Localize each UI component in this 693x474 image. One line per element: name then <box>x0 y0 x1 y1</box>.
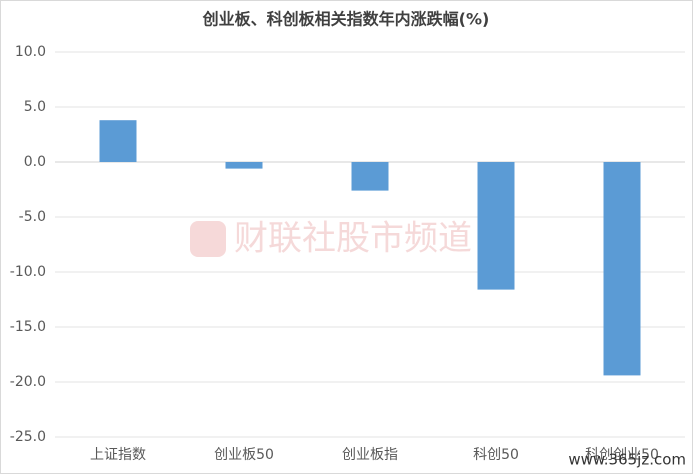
watermark: 财联社股市频道 <box>234 219 472 259</box>
y-tick-label: 5.0 <box>24 99 46 115</box>
bar <box>603 162 641 376</box>
x-tick-label: 上证指数 <box>90 447 146 463</box>
bar <box>477 162 515 290</box>
x-tick-label: 创业板指 <box>342 447 398 463</box>
x-tick-label: 科创50 <box>473 447 519 463</box>
site-mark: www.365jz.com <box>568 451 686 469</box>
bar <box>99 120 137 162</box>
y-tick-label: -25.0 <box>10 429 46 445</box>
bar <box>225 162 263 169</box>
y-tick-label: 10.0 <box>15 44 46 60</box>
x-tick-label: 创业板50 <box>214 447 274 463</box>
y-tick-label: -20.0 <box>10 374 46 390</box>
chart-title: 创业板、科创板相关指数年内涨跌幅(%) <box>202 10 490 29</box>
y-tick-label: -5.0 <box>19 209 46 225</box>
x-tick-label: 科创创业50 <box>585 447 659 463</box>
bar <box>351 162 389 191</box>
watermark-group: 财联社股市频道 <box>190 219 472 259</box>
y-tick-label: -10.0 <box>10 264 46 280</box>
y-tick-label: -15.0 <box>10 319 46 335</box>
watermark-logo <box>190 221 226 257</box>
y-tick-label: 0.0 <box>24 154 46 170</box>
